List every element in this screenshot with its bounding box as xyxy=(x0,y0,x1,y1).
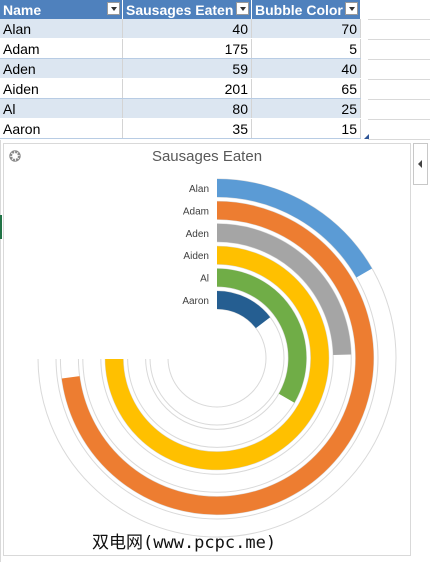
table-row: Aden 59 40 xyxy=(0,58,361,79)
header-sausages-eaten[interactable]: Sausages Eaten xyxy=(122,0,252,19)
cell-name[interactable]: Aaron xyxy=(0,118,123,139)
header-label: Sausages Eaten xyxy=(126,1,234,18)
filter-dropdown-icon[interactable] xyxy=(345,2,358,15)
cell-name[interactable]: Al xyxy=(0,98,123,119)
bar-adam[interactable] xyxy=(61,201,374,515)
cell-name[interactable]: Adam xyxy=(0,38,123,59)
header-name[interactable]: Name xyxy=(0,0,123,19)
selected-cell-marker xyxy=(0,215,2,239)
cell-sausages[interactable]: 35 xyxy=(122,118,252,139)
cell-bubble[interactable]: 15 xyxy=(251,118,361,139)
category-label: Alan xyxy=(189,184,209,195)
cell-bubble[interactable]: 40 xyxy=(251,58,361,79)
table-row: Alan 40 70 xyxy=(0,19,361,39)
header-bubble-color[interactable]: Bubble Color xyxy=(251,0,361,19)
header-label: Bubble Color xyxy=(255,1,343,18)
table-row: Adam 175 5 xyxy=(0,38,361,59)
watermark-text: 双电网(www.pcpc.me) xyxy=(92,533,277,553)
table-resize-handle[interactable] xyxy=(364,134,369,139)
chart-area[interactable]: Sausages Eaten Alan Adam Aden Aiden Al Aaron xyxy=(3,143,411,556)
cell-bubble[interactable]: 70 xyxy=(251,19,361,39)
collapse-panel-icon[interactable] xyxy=(413,143,428,185)
category-label: Aden xyxy=(186,229,209,240)
header-label: Name xyxy=(3,1,42,18)
cell-sausages[interactable]: 40 xyxy=(122,19,252,39)
cell-bubble[interactable]: 25 xyxy=(251,98,361,119)
empty-cells-grid xyxy=(368,0,430,140)
filter-dropdown-icon[interactable] xyxy=(107,2,120,15)
category-label: Aiden xyxy=(183,251,209,262)
chart-title: Sausages Eaten xyxy=(151,148,263,165)
table-row: Al 80 25 xyxy=(0,98,361,119)
cell-sausages[interactable]: 80 xyxy=(122,98,252,119)
cell-sausages[interactable]: 175 xyxy=(122,38,252,59)
bar-aaron[interactable] xyxy=(216,291,271,329)
category-label: Al xyxy=(200,274,209,285)
bar-aden[interactable] xyxy=(216,223,352,356)
cell-name[interactable]: Aden xyxy=(0,58,123,79)
column-gridline xyxy=(0,140,1,562)
table-header-row: Name Sausages Eaten Bubble Color xyxy=(0,0,361,19)
table-row: Aiden 201 65 xyxy=(0,78,361,99)
radial-bar-plot: Alan Adam Aden Aiden Al Aaron xyxy=(4,166,397,538)
category-label: Adam xyxy=(183,206,209,217)
cell-bubble[interactable]: 5 xyxy=(251,38,361,59)
bar-al[interactable] xyxy=(216,268,307,403)
cell-sausages[interactable]: 59 xyxy=(122,58,252,79)
cell-name[interactable]: Aiden xyxy=(0,78,123,99)
cell-name[interactable]: Alan xyxy=(0,19,123,39)
bar-aiden[interactable] xyxy=(105,246,329,470)
category-label: Aaron xyxy=(182,296,209,307)
cell-sausages[interactable]: 201 xyxy=(122,78,252,99)
cell-bubble[interactable]: 65 xyxy=(251,78,361,99)
table-row: Aaron 35 15 xyxy=(0,118,361,139)
bar-alan[interactable] xyxy=(216,179,373,278)
label-panel xyxy=(4,166,217,359)
filter-dropdown-icon[interactable] xyxy=(236,2,249,15)
gear-icon[interactable] xyxy=(8,149,22,163)
data-table: Name Sausages Eaten Bubble Color Alan 40… xyxy=(0,0,361,139)
